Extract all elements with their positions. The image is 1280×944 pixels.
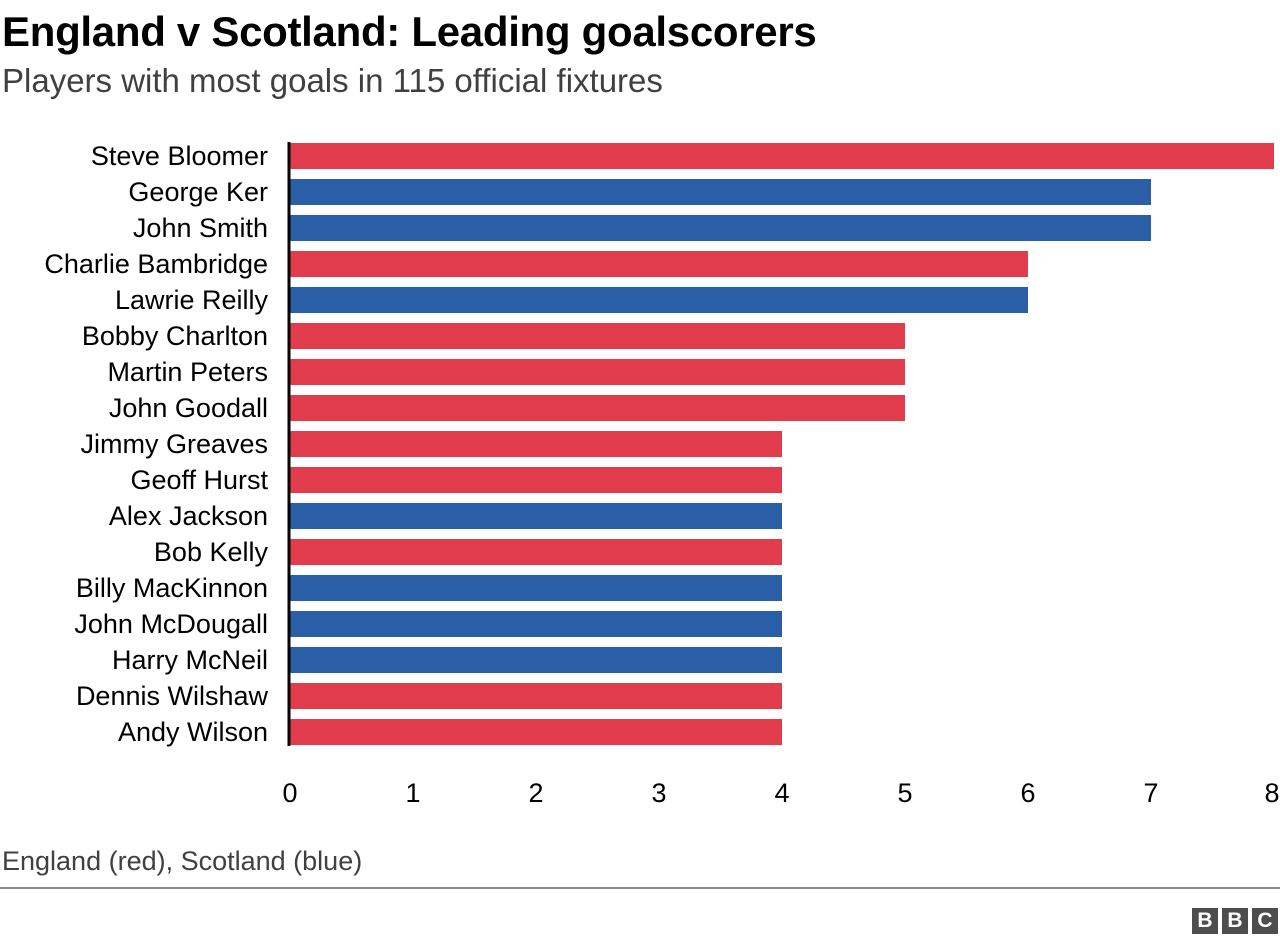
category-label: Alex Jackson — [109, 501, 268, 531]
bar — [290, 719, 782, 745]
x-tick-label: 6 — [1020, 778, 1035, 808]
bbc-logo-letter: B — [1192, 908, 1218, 934]
bar — [290, 251, 1028, 277]
bar — [290, 323, 905, 349]
x-tick-label: 4 — [774, 778, 789, 808]
bar — [290, 395, 905, 421]
bar — [290, 431, 782, 457]
legend-note: England (red), Scotland (blue) — [2, 846, 363, 876]
category-label: Charlie Bambridge — [44, 249, 268, 279]
chart-subtitle: Players with most goals in 115 official … — [2, 62, 663, 99]
bar — [290, 575, 782, 601]
category-label: Martin Peters — [107, 357, 268, 387]
bar — [290, 683, 782, 709]
x-tick-label: 8 — [1264, 778, 1279, 808]
x-tick-label: 2 — [528, 778, 543, 808]
bar — [290, 539, 782, 565]
category-label: Steve Bloomer — [91, 141, 268, 171]
footer-divider — [0, 887, 1280, 889]
category-label: Billy MacKinnon — [76, 573, 268, 603]
bar — [290, 611, 782, 637]
bar — [290, 467, 782, 493]
category-label: Andy Wilson — [118, 717, 268, 747]
x-tick-label: 7 — [1143, 778, 1158, 808]
category-label: Dennis Wilshaw — [76, 681, 269, 711]
category-label: Jimmy Greaves — [80, 429, 268, 459]
category-label: Geoff Hurst — [130, 465, 268, 495]
bar — [290, 143, 1274, 169]
bar — [290, 179, 1151, 205]
category-label: John Goodall — [109, 393, 268, 423]
bar — [290, 287, 1028, 313]
category-label: Bob Kelly — [154, 537, 269, 567]
x-tick-label: 3 — [651, 778, 666, 808]
bbc-logo: B B C — [1192, 908, 1278, 934]
category-label: Harry McNeil — [112, 645, 268, 675]
chart-title: England v Scotland: Leading goalscorers — [2, 8, 817, 55]
category-label: Lawrie Reilly — [115, 285, 269, 315]
category-label: John Smith — [133, 213, 268, 243]
bar — [290, 503, 782, 529]
category-label: Bobby Charlton — [82, 321, 268, 351]
bar — [290, 647, 782, 673]
x-tick-label: 0 — [282, 778, 297, 808]
bbc-logo-letter: C — [1252, 908, 1278, 934]
x-tick-label: 1 — [405, 778, 420, 808]
category-label: George Ker — [128, 177, 268, 207]
bar-chart: Steve Bloomer George Ker John Smith Charlie… — [44, 141, 1279, 808]
category-label: John McDougall — [74, 609, 268, 639]
x-tick-label: 5 — [897, 778, 912, 808]
bar — [290, 215, 1151, 241]
bbc-logo-letter: B — [1222, 908, 1248, 934]
bar — [290, 359, 905, 385]
